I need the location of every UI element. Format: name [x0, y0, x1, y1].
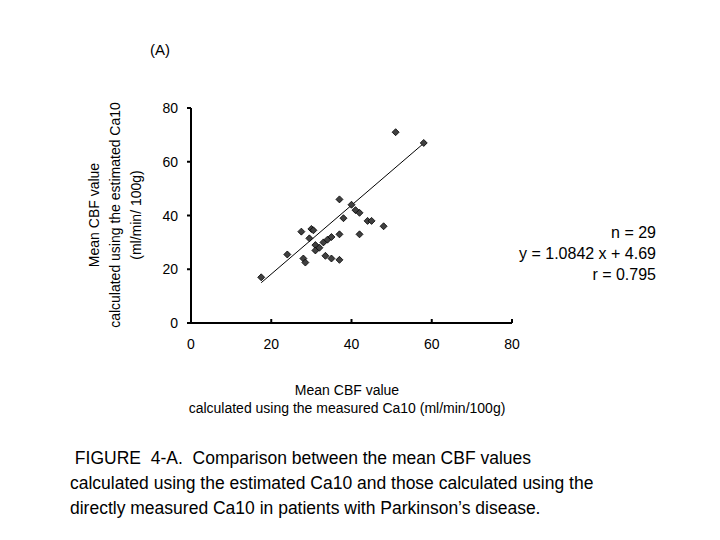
- y-tick-label: 80: [162, 100, 178, 116]
- point: [310, 227, 317, 234]
- annotation: r = 0.795: [592, 266, 656, 283]
- y-tick: [187, 268, 191, 270]
- x-tick-label: 0: [187, 336, 195, 352]
- point: [380, 223, 387, 230]
- caption: calculated using the estimated Ca10 and …: [70, 473, 593, 493]
- caption: directly measured Ca10 in patients with …: [70, 498, 540, 518]
- point: [336, 256, 343, 263]
- x-tick: [270, 319, 272, 323]
- x-axis-title: Mean CBF value: [295, 382, 399, 398]
- y-tick: [187, 107, 191, 109]
- x-tick: [190, 319, 192, 323]
- x-axis-title: calculated using the measured Ca10 (ml/m…: [189, 400, 506, 416]
- trend-line: [261, 142, 426, 283]
- x-tick-label: 20: [263, 336, 279, 352]
- x-tick-label: 80: [504, 336, 520, 352]
- point: [328, 255, 335, 262]
- y-tick-label: 20: [162, 261, 178, 277]
- x-tick-label: 40: [344, 336, 360, 352]
- panel-label: (A): [150, 41, 170, 58]
- point: [284, 251, 291, 258]
- y-tick: [187, 161, 191, 163]
- y-tick: [187, 215, 191, 217]
- y-axis-title: (ml/min/ 100g): [128, 170, 144, 259]
- point: [368, 217, 375, 224]
- y-axis-title: Mean CBF value: [86, 163, 102, 267]
- point: [420, 139, 427, 146]
- chart: (A) 0 20 40 60 80 0 20 40 60 80 n = 29 y = 1.0842 x …: [0, 0, 720, 540]
- x-tick: [351, 319, 353, 323]
- caption: FIGURE 4-A. Comparison between the mean …: [70, 448, 531, 468]
- point: [340, 215, 347, 222]
- point: [336, 196, 343, 203]
- point: [258, 274, 265, 281]
- point: [356, 231, 363, 238]
- x-tick: [511, 319, 513, 323]
- point: [328, 234, 335, 241]
- x-tick: [431, 319, 433, 323]
- x-tick-label: 60: [424, 336, 440, 352]
- annotation: y = 1.0842 x + 4.69: [519, 245, 656, 262]
- point: [348, 201, 355, 208]
- point: [392, 129, 399, 136]
- point: [298, 228, 305, 235]
- point: [302, 259, 309, 266]
- point: [306, 235, 313, 242]
- y-axis-title: calculated using the estimated Ca10: [107, 102, 123, 328]
- y-tick-label: 60: [162, 154, 178, 170]
- y-tick-label: 0: [170, 315, 178, 331]
- point: [316, 244, 323, 251]
- y-tick-label: 40: [162, 208, 178, 224]
- point: [336, 231, 343, 238]
- plot-area: [258, 129, 428, 283]
- point: [356, 209, 363, 216]
- annotation: n = 29: [611, 224, 656, 241]
